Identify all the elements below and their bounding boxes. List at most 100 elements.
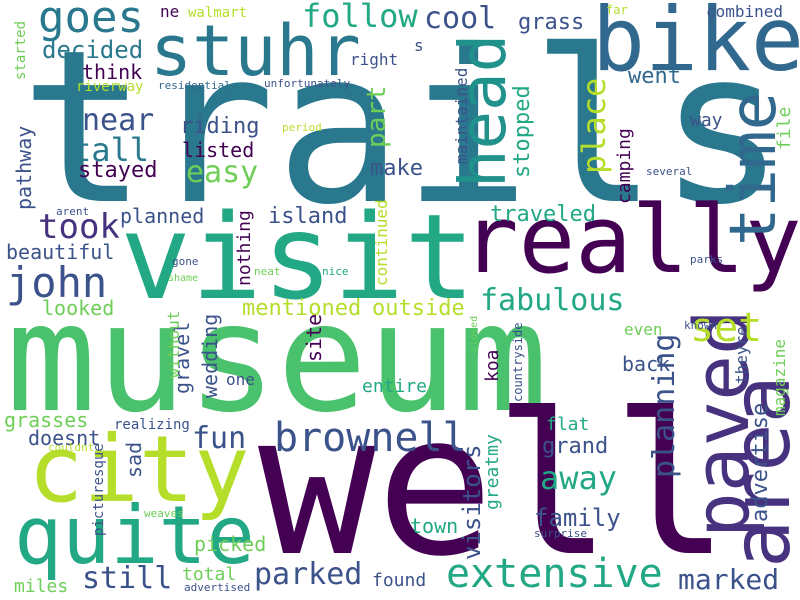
word-marked: marked (678, 563, 780, 596)
word-looked: looked (42, 296, 115, 320)
word-combined: combined (706, 2, 784, 21)
word-picked: picked (194, 532, 267, 556)
word-even: even (624, 320, 663, 339)
word-parks: parks (690, 253, 724, 266)
word-tall: tall (72, 131, 150, 169)
word-island: island (268, 204, 348, 229)
word-parked: parked (254, 557, 363, 592)
word-nice: nice (322, 265, 349, 278)
word-decided: decided (42, 36, 144, 64)
word-residential: residential (158, 79, 231, 92)
word-known: known (684, 319, 718, 332)
word-riding: riding (180, 114, 260, 139)
word-found: found (372, 570, 427, 591)
word-weaves: weaves (144, 507, 184, 520)
word-place: place (575, 77, 613, 174)
word-started: started (13, 20, 29, 80)
word-wedding: wedding (198, 313, 222, 398)
word-way: way (690, 110, 723, 131)
word-beautiful: beautiful (6, 240, 115, 264)
word-surprise: surprise (534, 527, 587, 540)
word-koa: koa (482, 349, 503, 382)
word-fabulous: fabulous (480, 283, 625, 318)
word-couldnt: couldnt (48, 441, 95, 454)
word-file: file (774, 106, 795, 150)
word-cool: cool (424, 1, 497, 36)
word-site: site (302, 313, 326, 362)
word-city: city (28, 416, 250, 523)
word-fun: fun (192, 421, 247, 456)
word-continued: continued (372, 199, 391, 286)
word-make: make (370, 156, 423, 181)
word-easy: easy (186, 155, 259, 190)
word-pathway: pathway (12, 125, 36, 210)
word-grand: grand (542, 434, 609, 459)
word-shame: shame (168, 273, 199, 284)
word-maintained: maintained (452, 67, 471, 164)
word-arent: arent (56, 205, 90, 218)
word-theyre: theyre (732, 326, 751, 384)
word-visitors: visitors (458, 444, 486, 560)
word-brownell: brownell (274, 415, 467, 461)
word-sad: sad (122, 441, 146, 478)
word-bike: bike (592, 0, 800, 91)
word-nothing: nothing (234, 210, 255, 286)
word-camping: camping (614, 128, 635, 204)
word-far: far (606, 3, 628, 17)
word-countryside: countryside (511, 322, 525, 402)
word-s: s (414, 36, 424, 55)
word-well: well (258, 372, 731, 600)
word-advertise: advertise (748, 402, 773, 522)
word-family: family (534, 504, 621, 532)
word-walmart: walmart (188, 5, 248, 21)
word-stopped: stopped (510, 85, 535, 178)
word-one: one (226, 370, 255, 389)
word-traveled: traveled (490, 202, 596, 227)
word-neat: neat (254, 265, 281, 278)
word-advertised: advertised (184, 581, 251, 594)
word-quite: quite (14, 489, 255, 582)
word-gone: gone (172, 255, 199, 268)
word-still: still (82, 561, 173, 596)
word-flat: flat (546, 414, 590, 435)
word-john: john (6, 258, 108, 307)
word-extensive: extensive (446, 551, 663, 597)
word-set: set (690, 305, 763, 351)
word-riverway: riverway (76, 79, 144, 95)
word-goes: goes (38, 0, 144, 43)
word-without: without (164, 310, 183, 378)
word-away: away (540, 459, 618, 497)
word-visit: visit (120, 188, 476, 326)
word-mentioned: mentioned (242, 296, 362, 321)
word-picturesque: picturesque (91, 443, 107, 536)
word-grass: grass (518, 10, 585, 35)
word-went: went (628, 64, 681, 89)
word-back: back (622, 352, 671, 376)
word-took: took (38, 207, 120, 247)
word-magazine: magazine (770, 338, 789, 416)
word-near: near (82, 103, 155, 138)
word-grasses: grasses (4, 408, 89, 432)
word-ne: ne (160, 2, 180, 21)
word-part: part (362, 85, 392, 148)
word-museum: museum (6, 272, 548, 446)
word-really: really (462, 186, 800, 295)
word-outside: outside (372, 296, 465, 321)
word-doesnt: doesnt (28, 426, 101, 450)
word-trails: trails (20, 4, 786, 251)
word-follow: follow (302, 0, 418, 35)
word-stayed: stayed (78, 158, 158, 183)
word-listed: listed (182, 138, 255, 162)
word-realizing: realizing (114, 417, 190, 433)
word-closed: closed (469, 315, 480, 352)
word-greatmy: greatmy (482, 434, 503, 510)
word-stuhr: stuhr (150, 10, 361, 92)
word-several: several (646, 165, 693, 178)
word-period: period (282, 121, 322, 134)
word-planned: planned (120, 204, 205, 228)
word-miles: miles (14, 576, 69, 597)
word-think: think (82, 60, 143, 84)
word-entire: entire (362, 376, 428, 397)
word-unfortunately: unfortunately (264, 77, 351, 90)
